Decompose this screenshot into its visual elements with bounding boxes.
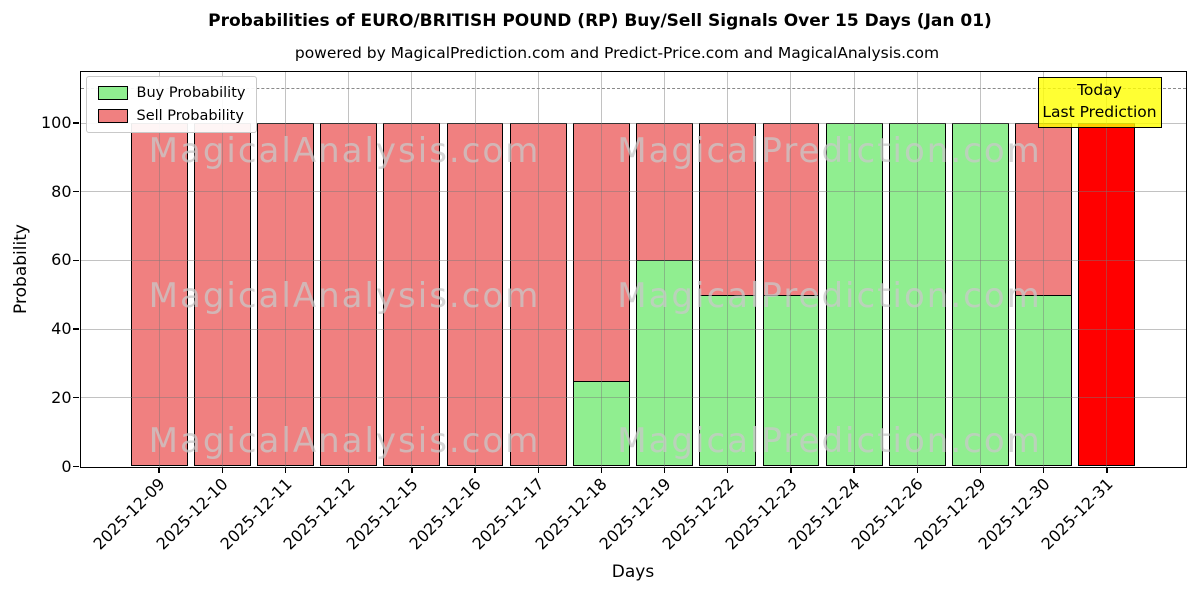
y-tick-mark (73, 191, 79, 193)
legend-label-buy: Buy Probability (136, 84, 246, 101)
x-tick-mark (474, 466, 476, 473)
v-gridline (1043, 71, 1045, 467)
bar-segment-sell (1015, 123, 1073, 295)
y-tick-mark (73, 465, 79, 468)
x-tick-mark (221, 466, 224, 473)
bar-segment-sell (699, 123, 757, 295)
bar-segment-buy (952, 123, 1009, 467)
h-gridline (80, 122, 1186, 124)
v-gridline (790, 71, 792, 467)
today-annotation: Today Last Prediction (1037, 76, 1162, 128)
x-tick-mark (853, 466, 855, 473)
x-tick-mark (979, 466, 982, 473)
bar-segment-sell (257, 123, 314, 467)
y-tick-label: 0 (61, 456, 72, 476)
x-tick-mark (347, 466, 350, 473)
legend-entry-buy: Buy Probability (97, 84, 246, 101)
x-tick-mark (284, 466, 287, 473)
y-tick-mark (73, 328, 79, 330)
bar-segment-sell (320, 123, 378, 467)
x-tick-mark (790, 466, 792, 473)
bar-segment-sell (572, 123, 630, 381)
bar-segment-sell (636, 123, 694, 261)
v-gridline (916, 71, 918, 467)
legend-swatch-buy (97, 85, 128, 100)
h-gridline (80, 328, 1186, 330)
bar-segment-buy (762, 294, 820, 467)
x-axis-title: Days (611, 561, 655, 582)
legend-entry-sell: Sell Probability (97, 107, 246, 124)
y-tick-label: 40 (51, 319, 72, 339)
legend-swatch-sell (97, 108, 128, 123)
v-gridline (664, 71, 666, 467)
v-gridline (348, 71, 350, 467)
h-gridline (80, 191, 1186, 193)
y-tick-label: 80 (51, 181, 72, 201)
x-tick-mark (1106, 466, 1108, 473)
bar-segment-sell (762, 123, 820, 295)
v-gridline (537, 71, 539, 467)
x-tick-mark (916, 466, 918, 473)
v-gridline (853, 71, 855, 467)
bar-segment-buy (572, 380, 630, 467)
v-gridline (600, 71, 602, 467)
legend: Buy Probability Sell Probability (85, 75, 258, 133)
watermark-text: MagicalPrediction.com (617, 130, 1042, 171)
legend-label-sell: Sell Probability (136, 107, 244, 124)
bar-segment-buy (888, 123, 946, 467)
bar-segment-buy (636, 260, 694, 467)
bar-segment-sell (1078, 123, 1136, 467)
h-gridline (80, 397, 1186, 399)
y-tick-mark (73, 397, 79, 399)
bar-segment-buy (699, 294, 757, 467)
y-tick-label: 100 (40, 113, 72, 133)
chart-title: Probabilities of EURO/BRITISH POUND (RP)… (208, 11, 992, 31)
chart-subtitle: powered by MagicalPrediction.com and Pre… (294, 44, 940, 62)
watermark-text: MagicalAnalysis.com (148, 275, 541, 316)
bar-segment-sell (383, 123, 441, 467)
x-tick-mark (1042, 466, 1045, 473)
y-tick-mark (73, 259, 79, 262)
bar-segment-buy (825, 123, 883, 467)
bar-segment-buy (1015, 294, 1073, 467)
watermark-text: MagicalPrediction.com (617, 275, 1042, 316)
x-tick-mark (727, 466, 729, 473)
y-tick-label: 60 (51, 250, 72, 270)
x-tick-mark (158, 466, 160, 473)
x-tick-mark (411, 466, 413, 473)
watermark-text: MagicalPrediction.com (617, 420, 1042, 461)
bar-segment-sell (509, 123, 567, 467)
v-gridline (221, 71, 223, 467)
x-tick-mark (537, 466, 539, 473)
x-tick-mark (663, 466, 666, 473)
v-gridline (411, 71, 413, 467)
plot-area: Buy Probability Sell Probability Today L… (11, 70, 1187, 582)
v-gridline (474, 71, 476, 467)
v-gridline (727, 71, 729, 467)
h-gridline (80, 259, 1186, 261)
y-tick-label: 20 (51, 387, 72, 407)
today-annotation-line1: Today (1077, 80, 1122, 99)
v-gridline (979, 71, 981, 467)
v-gridline (285, 71, 287, 467)
watermark-text: MagicalAnalysis.com (148, 420, 541, 461)
dashed-threshold-line (80, 87, 1186, 89)
bar-segment-sell (446, 123, 504, 467)
x-tick-mark (600, 466, 603, 473)
v-gridline (1106, 71, 1108, 467)
watermark-text: MagicalAnalysis.com (148, 130, 541, 171)
y-axis-title: Probability (10, 223, 31, 314)
today-annotation-line2: Last Prediction (1042, 102, 1157, 121)
y-tick-mark (73, 122, 79, 124)
v-gridline (158, 71, 160, 467)
bar-segment-sell (130, 123, 188, 467)
